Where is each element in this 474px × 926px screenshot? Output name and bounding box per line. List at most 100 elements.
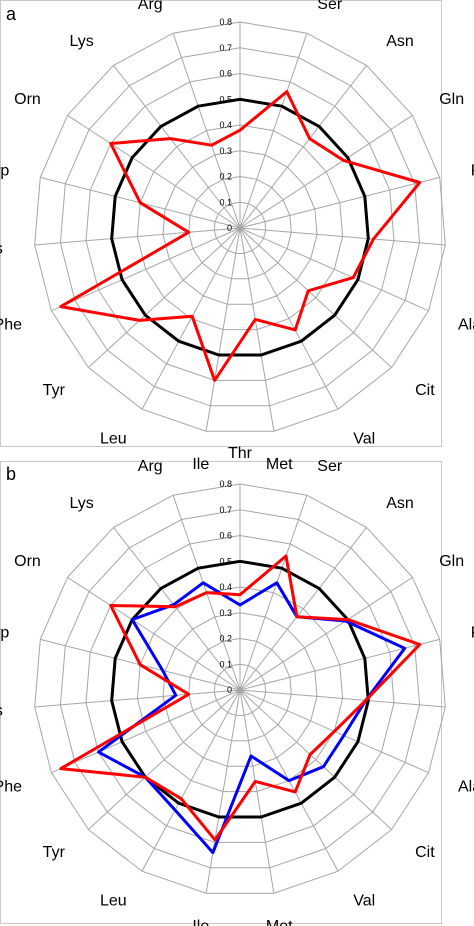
category-label: Arg [138,0,163,13]
tick-label: 0.1 [219,197,232,207]
radar-chart-b: 0 0.1 0.2 0.3 0.4 0.5 0.6 0.7 0.8 Thr Ser Asn Gln Pro… [0,445,474,926]
spoke-line [239,638,440,691]
tick-label: 0.4 [219,582,232,592]
spoke-line [239,227,339,410]
category-label: Trp [0,625,9,642]
panel-label: a [6,4,17,24]
category-label: Pro [471,163,474,180]
category-label: Ile [192,918,209,926]
grid-ring [162,150,318,305]
grid-ring [213,201,267,254]
tick-label: 0.7 [219,505,232,515]
category-label: Asn [386,495,414,512]
tick-label: 0.8 [219,17,232,27]
grid-ring [85,534,395,843]
spoke-line [239,527,367,691]
spoke-line [239,689,392,830]
spoke-line [34,689,241,708]
grid-ring [136,124,344,331]
grid-ring [59,509,421,869]
category-label: Orn [14,553,41,570]
category-label: Cit [415,382,435,399]
spoke-line [239,176,440,229]
category-label: Ser [317,0,343,13]
spoke-line [205,689,241,894]
category-label: Phe [0,317,22,334]
category-label: Val [353,892,375,909]
tick-label: 0.2 [219,634,232,644]
category-label: Met [266,456,293,473]
category-label: Tyr [43,844,66,861]
tick-label: 0.3 [219,608,232,618]
spoke-line [34,227,241,246]
spoke-line [113,527,241,691]
tick-label: 0 [227,685,232,695]
category-label: His [0,703,3,720]
series-line-0 [110,97,370,357]
spoke-line [239,65,367,229]
category-label: Met [266,918,293,926]
tick-label: 0.5 [219,94,232,104]
spoke-line [239,576,413,691]
spoke-line [239,495,308,691]
grid-ring [34,483,446,894]
grid-ring [85,72,395,381]
series-line-0 [110,559,370,819]
category-label: Gln [439,553,464,570]
panel-b-frame [0,461,442,924]
grid-ring [188,175,292,280]
tick-label: 0.6 [219,531,232,541]
panel-label: b [6,464,16,484]
tick-label: 0 [227,223,232,233]
spoke-line [51,689,241,774]
spoke-line [51,227,241,312]
category-label: Trp [0,163,9,180]
spoke-line [67,114,241,229]
series-line-1 [97,581,407,855]
spoke-line [239,227,446,246]
category-label: Val [353,430,375,447]
spoke-line [67,576,241,691]
spoke-line [113,65,241,229]
category-label: Tyr [43,382,66,399]
tick-label: 0.6 [219,69,232,79]
category-label: Leu [100,892,127,909]
spoke-line [88,689,241,830]
spoke-line [239,689,275,894]
category-label: Pro [471,625,474,642]
category-label: Ser [317,458,343,475]
spoke-line [205,227,241,432]
spoke-line [141,227,241,410]
tick-label: 0.2 [219,172,232,182]
series-line-1 [59,90,422,382]
grid-ring [162,612,318,767]
spoke-line [88,227,241,368]
radar-chart-a: 0 0.1 0.2 0.3 0.4 0.5 0.6 0.7 0.8 Thr Ser Asn Gln Pro… [0,0,474,473]
grid-ring [34,21,446,432]
tick-label: 0.4 [219,120,232,130]
category-label: Lys [69,495,93,512]
category-label: Asn [386,33,414,50]
grid-ring [136,586,344,793]
spoke-line [239,227,392,368]
spoke-line [141,689,241,872]
category-label: Gln [439,91,464,108]
category-label: Phe [0,779,22,796]
spoke-line [239,114,413,229]
category-label: His [0,241,3,258]
category-label: Arg [138,458,163,475]
category-label: Orn [14,91,41,108]
spoke-line [239,33,308,229]
category-label: Ile [192,456,209,473]
grid-ring [188,637,292,742]
spoke-line [239,227,429,312]
tick-label: 0.8 [219,479,232,489]
tick-label: 0.1 [219,659,232,669]
spoke-line [172,33,241,229]
grid-ring [213,663,267,716]
category-label: Ala [458,317,474,334]
tick-label: 0.5 [219,556,232,566]
spoke-line [239,689,446,708]
category-label: Ala [458,779,474,796]
